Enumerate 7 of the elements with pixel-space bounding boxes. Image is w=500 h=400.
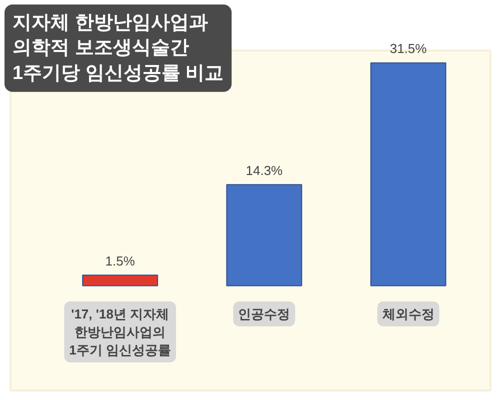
x-tick-label: '17, '18년 지자체 한방난임사업의 1주기 임신성공률 xyxy=(69,306,172,358)
data-label: 31.5% xyxy=(390,41,428,56)
data-label: 14.3% xyxy=(246,162,284,178)
x-tick-label: 인공수정 xyxy=(238,306,290,322)
chart-title: 지자체 한방난임사업과 의학적 보조생식술간 1주기당 임신성공률 비교 xyxy=(12,12,224,84)
x-tick-label: 체외수정 xyxy=(381,306,434,322)
data-label: 1.5% xyxy=(105,253,136,268)
